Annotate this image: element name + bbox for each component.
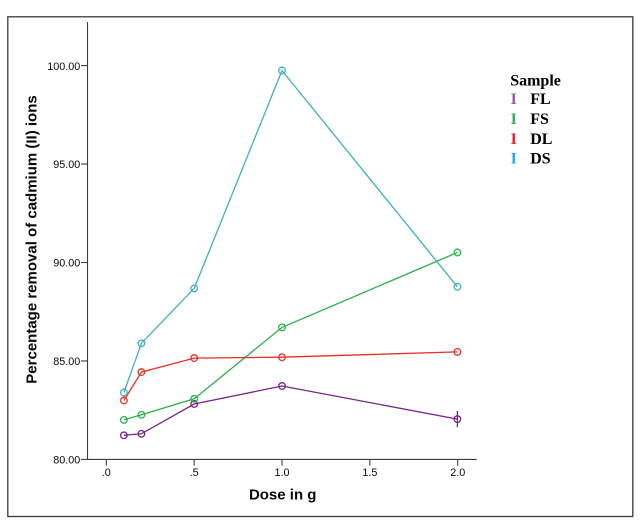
svg-text:1.0: 1.0 (274, 467, 289, 479)
svg-text:100.00: 100.00 (47, 61, 80, 73)
svg-text:.0: .0 (102, 467, 111, 479)
svg-text:.5: .5 (190, 467, 199, 479)
svg-text:80.00: 80.00 (53, 455, 80, 467)
svg-text:I: I (511, 91, 517, 108)
svg-text:2.0: 2.0 (450, 467, 465, 479)
svg-text:Sample: Sample (510, 72, 561, 89)
svg-text:DS: DS (530, 151, 551, 168)
svg-text:I: I (511, 151, 517, 168)
svg-text:85.00: 85.00 (53, 356, 80, 368)
svg-text:DL: DL (530, 131, 552, 148)
svg-text:I: I (511, 111, 517, 128)
svg-text:Dose in g: Dose in g (249, 487, 317, 504)
svg-text:90.00: 90.00 (53, 258, 80, 270)
svg-text:FS: FS (530, 111, 549, 128)
svg-text:1.5: 1.5 (362, 467, 377, 479)
svg-text:Percentage removal of cadmium: Percentage removal of cadmium (II) ions (23, 95, 40, 383)
svg-text:I: I (511, 131, 517, 148)
svg-text:95.00: 95.00 (53, 159, 80, 171)
svg-text:FL: FL (530, 91, 550, 108)
